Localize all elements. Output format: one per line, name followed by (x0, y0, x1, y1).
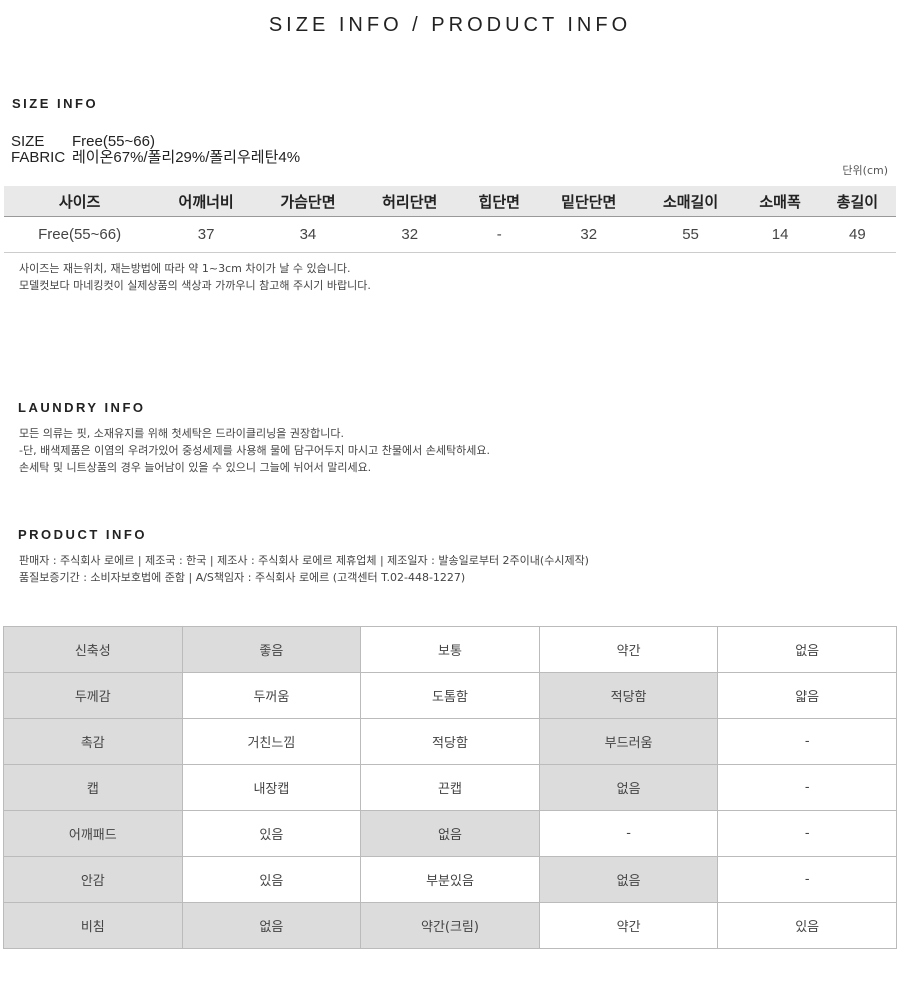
laundry-line: 손세탁 및 니트상품의 경우 늘어남이 있을 수 있으니 그늘에 뉘어서 말리세… (19, 461, 372, 474)
size-cell: 49 (818, 216, 896, 253)
attribute-option-selected: 적당함 (538, 672, 719, 719)
size-column-header: 사이즈 (4, 186, 156, 217)
product-line: 품질보증기간 : 소비자보호법에 준함 | A/S책임자 : 주식회사 로에르 … (19, 571, 466, 584)
product-line: 판매자 : 주식회사 로에르 | 제조국 : 한국 | 제조사 : 주식회사 로… (19, 554, 589, 567)
size-column-header: 소매길이 (639, 186, 742, 217)
unit-label: 단위(cm) (842, 164, 888, 177)
size-cell: 14 (741, 216, 819, 253)
size-column-header: 허리단면 (358, 186, 461, 217)
laundry-text: 모든 의류는 핏, 소재유지를 위해 첫세탁은 드라이클리닝을 권장합니다. -… (19, 425, 490, 476)
fabric-value: 레이온67%/폴리29%/폴리우레탄4% (72, 149, 301, 166)
attribute-row: 비침 없음 약간(크림) 약간 있음 (3, 902, 897, 949)
attribute-option-selected: 없음 (360, 810, 540, 857)
attribute-option-selected: 약간(크림) (360, 902, 540, 949)
laundry-info-heading: LAUNDRY INFO (18, 400, 146, 415)
attribute-option: 도톰함 (360, 672, 540, 719)
size-column-header: 밑단단면 (537, 186, 640, 217)
attribute-row: 어깨패드 있음 없음 - - (3, 810, 897, 857)
size-cell: Free(55~66) (4, 216, 156, 253)
fabric-label: FABRIC (11, 149, 66, 166)
attribute-option: 보통 (360, 626, 540, 673)
attribute-row: 신축성 좋음 보통 약간 없음 (3, 626, 897, 673)
size-cell: 55 (639, 216, 742, 253)
size-cell: 37 (155, 216, 258, 253)
size-note: 모델컷보다 마네킹컷이 실제상품의 색상과 가까우니 참고해 주시기 바랍니다. (19, 279, 371, 292)
attribute-option: 있음 (181, 856, 362, 903)
laundry-line: 모든 의류는 핏, 소재유지를 위해 첫세탁은 드라이클리닝을 권장합니다. (19, 427, 344, 440)
attribute-row: 두께감 두꺼움 도톰함 적당함 얇음 (3, 672, 897, 719)
size-column-header: 가슴단면 (257, 186, 359, 217)
attribute-option-selected: 없음 (181, 902, 362, 949)
attribute-option: 없음 (717, 626, 897, 673)
attribute-label: 캡 (3, 764, 183, 811)
size-note: 사이즈는 재는위치, 재는방법에 따라 약 1~3cm 차이가 날 수 있습니다… (19, 262, 351, 275)
attribute-label: 어깨패드 (3, 810, 183, 857)
size-cell: - (460, 216, 538, 253)
attribute-table: 신축성 좋음 보통 약간 없음 두께감 두꺼움 도톰함 적당함 얇음 촉감 거친느낌 적당함 부드러움 - 캡… (3, 626, 897, 949)
attribute-label: 촉감 (3, 718, 183, 765)
attribute-option: 얇음 (717, 672, 897, 719)
product-text: 판매자 : 주식회사 로에르 | 제조국 : 한국 | 제조사 : 주식회사 로… (19, 552, 589, 586)
attribute-label: 비침 (3, 902, 183, 949)
size-column-header: 총길이 (818, 186, 896, 217)
page-title: SIZE INFO / PRODUCT INFO (268, 14, 632, 36)
attribute-row: 촉감 거친느낌 적당함 부드러움 - (3, 718, 897, 765)
attribute-option: - (717, 856, 897, 903)
size-label: SIZE (11, 133, 45, 150)
size-value: Free(55~66) (72, 133, 155, 150)
size-table: 사이즈 어깨너비 가슴단면 허리단면 힙단면 밑단단면 소매길이 소매폭 총길이 Free(55… (4, 186, 896, 253)
attribute-option: 약간 (538, 626, 719, 673)
attribute-option-selected: 없음 (538, 764, 719, 811)
attribute-option: - (717, 810, 897, 857)
size-column-header: 소매폭 (741, 186, 819, 217)
attribute-option: 두꺼움 (181, 672, 362, 719)
attribute-option: 있음 (181, 810, 362, 857)
size-column-header: 힙단면 (460, 186, 538, 217)
attribute-option: 내장캡 (181, 764, 362, 811)
size-cell: 32 (358, 216, 461, 253)
attribute-option: - (538, 810, 719, 857)
laundry-line: -단, 배색제품은 이염의 우려가있어 중성세제를 사용해 물에 담구어두지 마… (19, 444, 490, 457)
attribute-row: 안감 있음 부분있음 없음 - (3, 856, 897, 903)
attribute-option: 끈캡 (360, 764, 540, 811)
fabric-line: FABRIC 레이온67%/폴리29%/폴리우레탄4% (11, 150, 300, 166)
attribute-option: - (717, 764, 897, 811)
attribute-option: 있음 (717, 902, 897, 949)
attribute-option: 부분있음 (360, 856, 540, 903)
size-cell: 32 (537, 216, 640, 253)
attribute-option: 거친느낌 (181, 718, 362, 765)
size-cell: 34 (257, 216, 359, 253)
attribute-option-selected: 없음 (538, 856, 719, 903)
attribute-label: 두께감 (3, 672, 183, 719)
size-notes: 사이즈는 재는위치, 재는방법에 따라 약 1~3cm 차이가 날 수 있습니다… (19, 260, 371, 294)
size-info-heading: SIZE INFO (12, 96, 99, 111)
attribute-option: - (717, 718, 897, 765)
attribute-row: 캡 내장캡 끈캡 없음 - (3, 764, 897, 811)
size-column-header: 어깨너비 (155, 186, 258, 217)
attribute-option-selected: 좋음 (181, 626, 362, 673)
attribute-option: 적당함 (360, 718, 540, 765)
attribute-label: 안감 (3, 856, 183, 903)
attribute-option-selected: 부드러움 (538, 718, 719, 765)
table-row: Free(55~66) 37 34 32-32 55 14 49 (4, 216, 896, 253)
attribute-option: 약간 (538, 902, 719, 949)
attribute-label: 신축성 (3, 626, 183, 673)
product-info-heading: PRODUCT INFO (18, 527, 147, 542)
size-line: SIZE Free(55~66) (11, 134, 155, 150)
